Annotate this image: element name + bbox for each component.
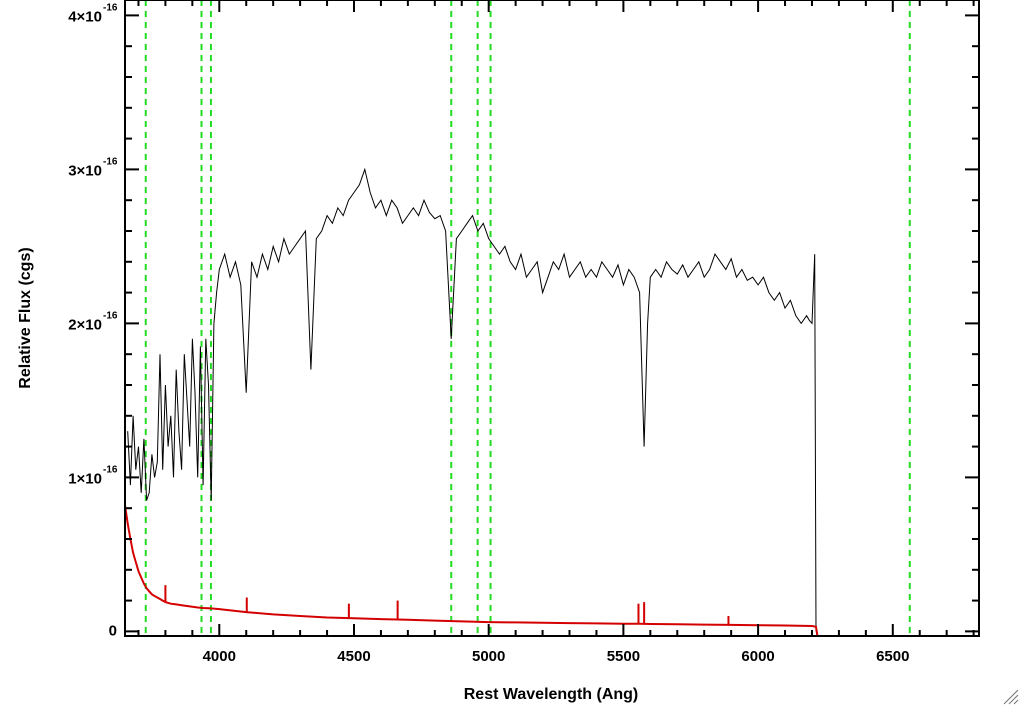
error-spectrum-line <box>124 504 979 637</box>
x-tick-label: 5500 <box>607 648 640 665</box>
series-layer <box>124 167 979 637</box>
plot-frame <box>124 0 980 637</box>
y-axis-label: Relative Flux (cgs) <box>17 247 34 388</box>
y-tick-label: 0 <box>109 622 117 639</box>
x-tick-label: 5000 <box>472 648 505 665</box>
x-tick-label: 4500 <box>337 648 370 665</box>
y-tick-exponent: -16 <box>103 310 118 321</box>
x-tick-label: 6500 <box>876 648 909 665</box>
resize-grip-icon[interactable] <box>1003 689 1019 705</box>
x-tick-label: 6000 <box>741 648 774 665</box>
y-tick-label: 4×10 <box>68 8 102 25</box>
x-axis-label: Rest Wavelength (Ang) <box>464 686 639 703</box>
emission-line-markers <box>144 0 911 636</box>
x-tick-label: 4000 <box>203 648 236 665</box>
y-tick-exponent: -16 <box>103 156 118 167</box>
y-tick-label: 1×10 <box>68 470 102 487</box>
y-tick-exponent: -16 <box>103 2 118 13</box>
y-tick-label: 3×10 <box>68 162 102 179</box>
y-tick-exponent: -16 <box>103 464 118 475</box>
x-axis-ticks: 4000 4500 5000 5500 6000 6500 <box>137 0 975 665</box>
y-tick-label: 2×10 <box>68 316 102 333</box>
flux-spectrum-line <box>127 167 817 632</box>
y-axis-ticks: 01×10-162×10-163×10-164×10-16 <box>68 2 979 639</box>
